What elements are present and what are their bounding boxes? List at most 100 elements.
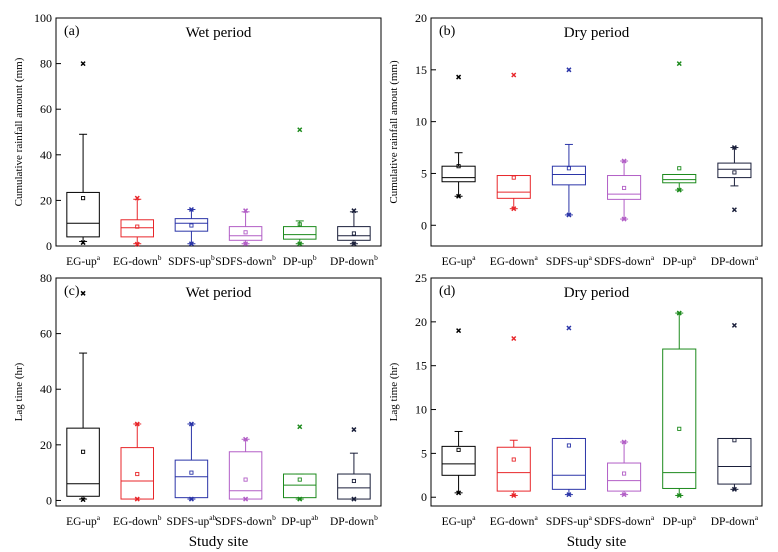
box-iqr xyxy=(662,173,697,184)
panel-a: 0 20 40 60 80 100 Cumulative rainfall amount (… xyxy=(13,11,382,268)
box-iqr xyxy=(717,437,752,485)
box-dp-down xyxy=(717,145,752,213)
x-tick-label: DP-upab xyxy=(281,513,318,528)
panel-label: (a) xyxy=(64,24,80,39)
outlier-point xyxy=(297,241,303,247)
x-tick-label: EG-upa xyxy=(442,513,477,528)
outlier-point xyxy=(731,207,737,213)
outlier-point xyxy=(621,439,627,445)
x-tick-label: EG-upa xyxy=(442,253,477,268)
box-iqr xyxy=(337,226,371,241)
y-axis-label: Cumulative rainfall amout (mm) xyxy=(388,60,400,204)
outlier-point xyxy=(676,187,682,193)
panel-title: Wet period xyxy=(186,285,252,301)
y-tick-label: 0 xyxy=(421,218,427,232)
box-eg-down xyxy=(496,72,531,212)
outlier-point xyxy=(511,206,517,212)
mean-marker xyxy=(677,166,682,171)
y-axis-label: Cumulative rainfall amount (mm) xyxy=(13,57,25,206)
outlier-point xyxy=(80,240,86,246)
panel-title: Dry period xyxy=(564,25,630,41)
mean-marker xyxy=(135,471,140,477)
mean-marker xyxy=(511,175,516,180)
x-tick-label: EG-downb xyxy=(113,513,162,528)
mean-marker xyxy=(456,164,461,169)
box-iqr xyxy=(496,175,531,199)
mean-marker xyxy=(456,447,461,452)
box-sdfs-down xyxy=(607,439,642,498)
x-tick-label: DP-upb xyxy=(283,253,317,268)
y-tick-label: 10 xyxy=(415,403,427,417)
mean-marker xyxy=(189,223,194,228)
x-tick-label: DP-upa xyxy=(663,513,697,528)
x-axis-label: Study site xyxy=(567,534,627,550)
box-eg-up xyxy=(441,74,476,199)
outlier-point xyxy=(566,492,572,498)
box-sdfs-down xyxy=(228,436,263,502)
y-tick-label: 80 xyxy=(40,271,52,285)
outlier-point xyxy=(134,195,140,201)
box-iqr xyxy=(441,165,476,183)
plot-frame xyxy=(55,17,382,247)
y-tick-label: 0 xyxy=(421,490,427,504)
plot-frame xyxy=(430,17,763,247)
mean-marker xyxy=(297,222,302,227)
mean-marker xyxy=(297,477,302,482)
outlier-point xyxy=(731,486,737,492)
y-tick-label: 10 xyxy=(415,115,427,129)
box-iqr xyxy=(607,462,642,492)
outlier-point xyxy=(456,490,462,496)
outlier-point xyxy=(243,496,249,502)
x-tick-label: EG-downa xyxy=(490,513,539,528)
x-axis-label: Study site xyxy=(189,534,249,550)
box-dp-down xyxy=(337,208,371,247)
box-dp-up xyxy=(662,310,697,499)
outlier-point xyxy=(243,241,249,247)
outlier-point xyxy=(676,61,682,67)
box-dp-up xyxy=(283,424,317,502)
outlier-point xyxy=(731,145,737,151)
box-sdfs-up xyxy=(174,421,209,502)
box-dp-down xyxy=(717,322,752,492)
panel-label: (b) xyxy=(439,24,456,39)
outlier-point xyxy=(188,241,194,247)
mean-marker xyxy=(732,170,737,175)
x-tick-label: SDFS-upa xyxy=(546,253,593,268)
mean-marker xyxy=(566,166,571,171)
outlier-point xyxy=(80,61,86,67)
panel-b: 0 5 10 15 20 Cumulative rainfall amout (mm) (b… xyxy=(388,11,763,268)
mean-marker xyxy=(351,231,356,236)
outlier-point xyxy=(511,72,517,78)
mean-marker xyxy=(81,449,86,454)
outlier-point xyxy=(676,310,682,316)
outlier-point xyxy=(456,74,462,80)
box-sdfs-down xyxy=(607,158,642,222)
x-tick-label: EG-downa xyxy=(490,253,539,268)
box-sdfs-down xyxy=(228,208,263,247)
plot-frame xyxy=(55,277,382,507)
panel-label: (c) xyxy=(64,284,80,299)
y-tick-label: 15 xyxy=(415,359,427,373)
box-eg-down xyxy=(496,335,531,499)
box-iqr xyxy=(283,226,317,240)
y-tick-label: 40 xyxy=(40,148,52,162)
outlier-point xyxy=(621,492,627,498)
x-tick-label: SDFS-upa xyxy=(546,513,593,528)
outlier-point xyxy=(566,212,572,218)
x-tick-label: DP-downa xyxy=(711,253,759,268)
y-tick-label: 60 xyxy=(40,327,52,341)
box-iqr xyxy=(717,162,752,179)
panel-c: 0 20 40 60 80 Lag time (hr) (c) Wet period EG-up… xyxy=(13,271,382,528)
outlier-point xyxy=(511,335,517,342)
box-iqr xyxy=(337,473,371,500)
mean-marker xyxy=(622,185,627,191)
mean-marker xyxy=(351,478,356,484)
y-tick-label: 40 xyxy=(40,382,52,396)
panel-label: (d) xyxy=(439,284,456,299)
outlier-point xyxy=(566,325,572,331)
box-eg-down xyxy=(120,421,154,502)
box-iqr xyxy=(228,451,263,500)
y-tick-label: 0 xyxy=(46,493,52,507)
outlier-point xyxy=(188,421,194,427)
y-axis-label: Lag time (hr) xyxy=(388,362,400,421)
